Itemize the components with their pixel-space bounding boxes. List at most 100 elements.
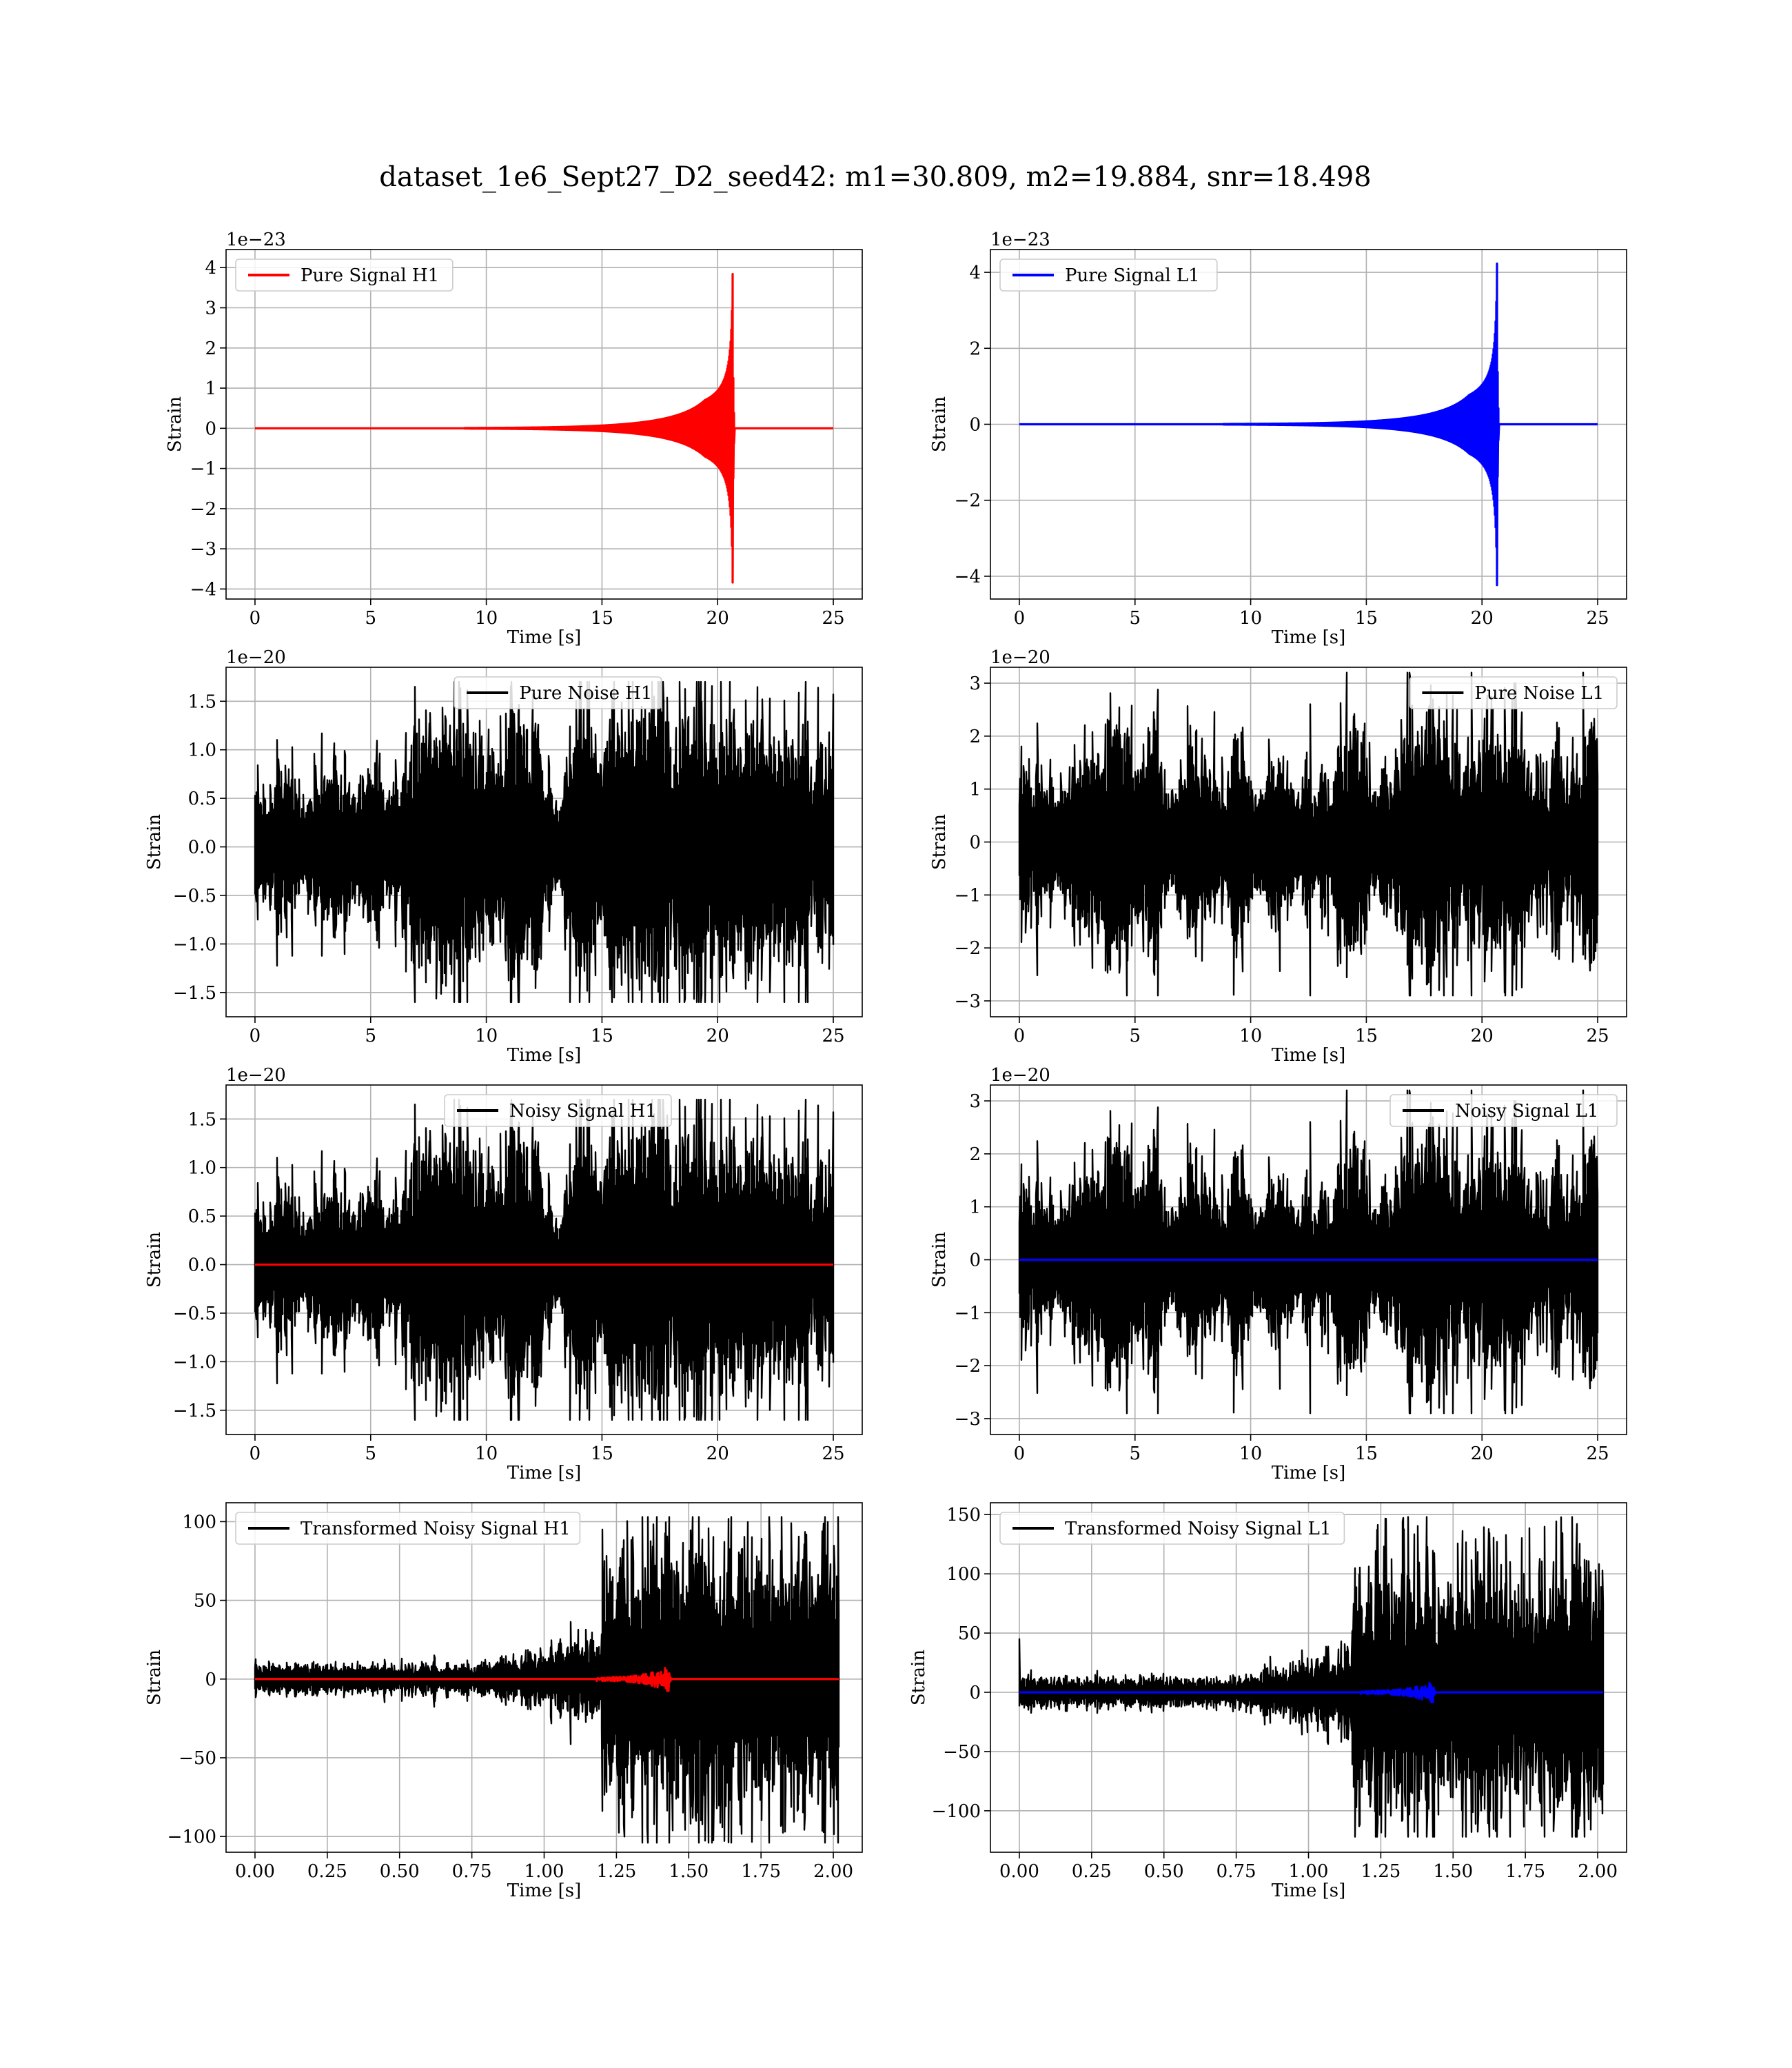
noisy-signal-l1-offset-text: 1e−20 bbox=[990, 1065, 1050, 1086]
noisy-signal-h1-xtick-label: 10 bbox=[475, 1443, 498, 1464]
pure-signal-l1-xtick-label: 5 bbox=[1129, 608, 1141, 629]
pure-noise-h1-ytick-label: 0.0 bbox=[188, 838, 216, 858]
transformed-noisy-signal-h1-xtick-label: 1.75 bbox=[741, 1861, 781, 1882]
noisy-signal-h1-offset-text: 1e−20 bbox=[226, 1065, 286, 1086]
pure-noise-l1-xtick-label: 25 bbox=[1586, 1026, 1609, 1046]
pure-signal-h1-series-group bbox=[254, 273, 834, 584]
noisy-signal-h1-ytick-label: −0.5 bbox=[173, 1304, 216, 1324]
pure-signal-l1-ytick-label: −2 bbox=[955, 491, 981, 511]
noisy-signal-l1-ytick-label: 0 bbox=[969, 1250, 981, 1271]
pure-signal-l1-xtick-label: 20 bbox=[1471, 608, 1494, 629]
transformed-noisy-signal-h1-series-signal-line bbox=[254, 1667, 839, 1692]
transformed-noisy-signal-h1-xtick-label: 1.00 bbox=[525, 1861, 564, 1882]
pure-signal-l1-legend-label: Pure Signal L1 bbox=[1065, 265, 1200, 286]
noisy-signal-l1-xtick-label: 25 bbox=[1586, 1443, 1609, 1464]
noisy-signal-h1-xtick-label: 0 bbox=[250, 1443, 261, 1464]
pure-noise-h1-legend-label: Pure Noise H1 bbox=[519, 683, 652, 704]
pure-signal-l1-ylabel: Strain bbox=[929, 396, 950, 453]
pure-signal-l1-ytick-label: 0 bbox=[969, 415, 981, 436]
pure-noise-h1-legend: Pure Noise H1 bbox=[454, 676, 662, 709]
pure-noise-l1-offset-text: 1e−20 bbox=[990, 647, 1050, 668]
transformed-noisy-signal-l1-ytick-label: 150 bbox=[946, 1505, 981, 1525]
transformed-noisy-signal-h1-ylabel: Strain bbox=[144, 1650, 165, 1706]
pure-noise-l1-ytick-label: 3 bbox=[969, 673, 981, 694]
pure-noise-l1-xtick-label: 15 bbox=[1355, 1026, 1378, 1046]
transformed-noisy-signal-h1-xtick-label: 0.00 bbox=[235, 1861, 275, 1882]
pure-noise-l1-ytick-label: 0 bbox=[969, 833, 981, 853]
pure-noise-h1-legend-box bbox=[454, 676, 662, 709]
noisy-signal-l1-xtick-label: 10 bbox=[1239, 1443, 1262, 1464]
transformed-noisy-signal-l1-xtick-label: 0.75 bbox=[1216, 1861, 1256, 1882]
noisy-signal-h1-ytick-label: 0.5 bbox=[188, 1206, 216, 1227]
noisy-signal-l1-ytick-label: −2 bbox=[955, 1356, 981, 1377]
noisy-signal-l1-xtick-label: 0 bbox=[1014, 1443, 1026, 1464]
pure-noise-h1-ytick-label: −0.5 bbox=[173, 886, 216, 906]
pure-signal-h1-ytick-label: −1 bbox=[190, 459, 216, 480]
pure-signal-h1-ytick-label: 3 bbox=[205, 298, 216, 319]
transformed-noisy-signal-l1-legend-box bbox=[999, 1512, 1345, 1545]
pure-signal-l1-series-signal-line bbox=[1019, 262, 1598, 587]
pure-noise-h1-xlabel: Time [s] bbox=[507, 1045, 582, 1066]
noisy-signal-l1-ytick-label: 1 bbox=[969, 1197, 981, 1218]
pure-signal-h1-series-signal-line bbox=[254, 273, 834, 584]
pure-signal-l1-xlabel: Time [s] bbox=[1272, 627, 1346, 648]
pure-signal-l1-legend-box bbox=[999, 258, 1218, 292]
pure-noise-l1-legend: Pure Noise L1 bbox=[1409, 676, 1618, 709]
transformed-noisy-signal-h1-legend: Transformed Noisy Signal H1 bbox=[235, 1512, 581, 1545]
pure-signal-l1-series-group bbox=[1019, 262, 1598, 587]
noisy-signal-h1-legend-box bbox=[444, 1094, 672, 1127]
transformed-noisy-signal-h1-panel: 0.00 0.25 0.50 0.75 1.00 1.25 1.50 1.75 2.00 100 5… bbox=[144, 1502, 863, 1901]
transformed-noisy-signal-l1-ytick-label: 100 bbox=[946, 1564, 981, 1585]
pure-signal-l1-ytick-label: 4 bbox=[969, 263, 981, 283]
transformed-noisy-signal-h1-xtick-label: 0.50 bbox=[380, 1861, 420, 1882]
transformed-noisy-signal-h1-ytick-label: 100 bbox=[182, 1512, 216, 1532]
transformed-noisy-signal-l1-xtick-label: 1.00 bbox=[1289, 1861, 1329, 1882]
pure-signal-l1-xtick-label: 15 bbox=[1355, 608, 1378, 629]
transformed-noisy-signal-l1-xtick-label: 1.75 bbox=[1505, 1861, 1545, 1882]
pure-signal-h1-legend-label: Pure Signal H1 bbox=[301, 265, 439, 286]
pure-signal-l1-legend: Pure Signal L1 bbox=[999, 258, 1218, 292]
pure-signal-h1-ytick-label: −2 bbox=[190, 499, 216, 520]
noisy-signal-l1-xlabel: Time [s] bbox=[1272, 1463, 1346, 1483]
pure-signal-h1-xtick-label: 20 bbox=[706, 608, 729, 629]
pure-signal-l1-offset-text: 1e−23 bbox=[990, 230, 1050, 250]
noisy-signal-l1-series-group bbox=[1018, 1089, 1599, 1415]
noisy-signal-h1-series-group bbox=[254, 1098, 835, 1421]
noisy-signal-h1-ylabel: Strain bbox=[144, 1232, 165, 1288]
transformed-noisy-signal-l1-xtick-label: 0.50 bbox=[1144, 1861, 1184, 1882]
pure-noise-l1-legend-box bbox=[1409, 676, 1618, 709]
pure-noise-h1-ytick-label: −1.5 bbox=[173, 983, 216, 1004]
pure-signal-l1-ytick-label: 2 bbox=[969, 338, 981, 359]
noisy-signal-l1-ytick-label: −1 bbox=[955, 1303, 981, 1324]
pure-signal-l1-xtick-label: 10 bbox=[1239, 608, 1262, 629]
transformed-noisy-signal-h1-xtick-label: 0.75 bbox=[452, 1861, 492, 1882]
pure-noise-l1-ytick-label: 2 bbox=[969, 727, 981, 747]
transformed-noisy-signal-l1-series-signal-line bbox=[1019, 1681, 1604, 1704]
transformed-noisy-signal-h1-ytick-label: 50 bbox=[194, 1591, 216, 1612]
pure-signal-h1-xtick-label: 25 bbox=[822, 608, 844, 629]
pure-noise-l1-xlabel: Time [s] bbox=[1272, 1045, 1346, 1066]
transformed-noisy-signal-l1-ytick-label: 0 bbox=[969, 1683, 981, 1703]
transformed-noisy-signal-l1-legend: Transformed Noisy Signal L1 bbox=[999, 1512, 1345, 1545]
pure-noise-h1-xtick-label: 20 bbox=[706, 1026, 729, 1046]
transformed-noisy-signal-l1-xtick-label: 0.25 bbox=[1072, 1861, 1112, 1882]
pure-noise-h1-xtick-label: 10 bbox=[475, 1026, 498, 1046]
noisy-signal-l1-legend-label: Noisy Signal L1 bbox=[1455, 1101, 1598, 1122]
transformed-noisy-signal-l1-xtick-label: 1.25 bbox=[1361, 1861, 1401, 1882]
pure-noise-l1-ylabel: Strain bbox=[929, 814, 950, 871]
noisy-signal-h1-ytick-label: 1.0 bbox=[188, 1158, 216, 1179]
pure-noise-l1-xtick-label: 20 bbox=[1471, 1026, 1494, 1046]
noisy-signal-h1-legend: Noisy Signal H1 bbox=[444, 1094, 672, 1127]
pure-noise-h1-offset-text: 1e−20 bbox=[226, 647, 286, 668]
noisy-signal-h1-ytick-label: 0.0 bbox=[188, 1255, 216, 1276]
figure-title: dataset_1e6_Sept27_D2_seed42: m1=30.809,… bbox=[379, 161, 1371, 193]
transformed-noisy-signal-l1-ytick-label: −100 bbox=[932, 1801, 981, 1822]
transformed-noisy-signal-h1-xtick-label: 1.50 bbox=[669, 1861, 709, 1882]
transformed-noisy-signal-l1-series-group bbox=[1018, 1516, 1605, 1838]
transformed-noisy-signal-h1-ytick-label: 0 bbox=[205, 1670, 216, 1690]
transformed-noisy-signal-h1-legend-label: Transformed Noisy Signal H1 bbox=[301, 1519, 571, 1539]
transformed-noisy-signal-l1-xtick-label: 1.50 bbox=[1433, 1861, 1473, 1882]
pure-signal-h1-ytick-label: 2 bbox=[205, 338, 216, 359]
